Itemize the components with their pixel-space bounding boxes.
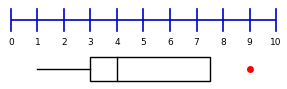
Bar [90,57,210,81]
Text: 8: 8 [220,38,226,47]
Text: 0: 0 [8,38,14,47]
Text: 6: 6 [167,38,173,47]
Text: 7: 7 [194,38,199,47]
Text: 5: 5 [141,38,146,47]
Text: 1: 1 [34,38,40,47]
Text: 4: 4 [114,38,120,47]
Text: 9: 9 [247,38,253,47]
Text: 10: 10 [270,38,282,47]
Text: 3: 3 [88,38,93,47]
Text: 2: 2 [61,38,67,47]
